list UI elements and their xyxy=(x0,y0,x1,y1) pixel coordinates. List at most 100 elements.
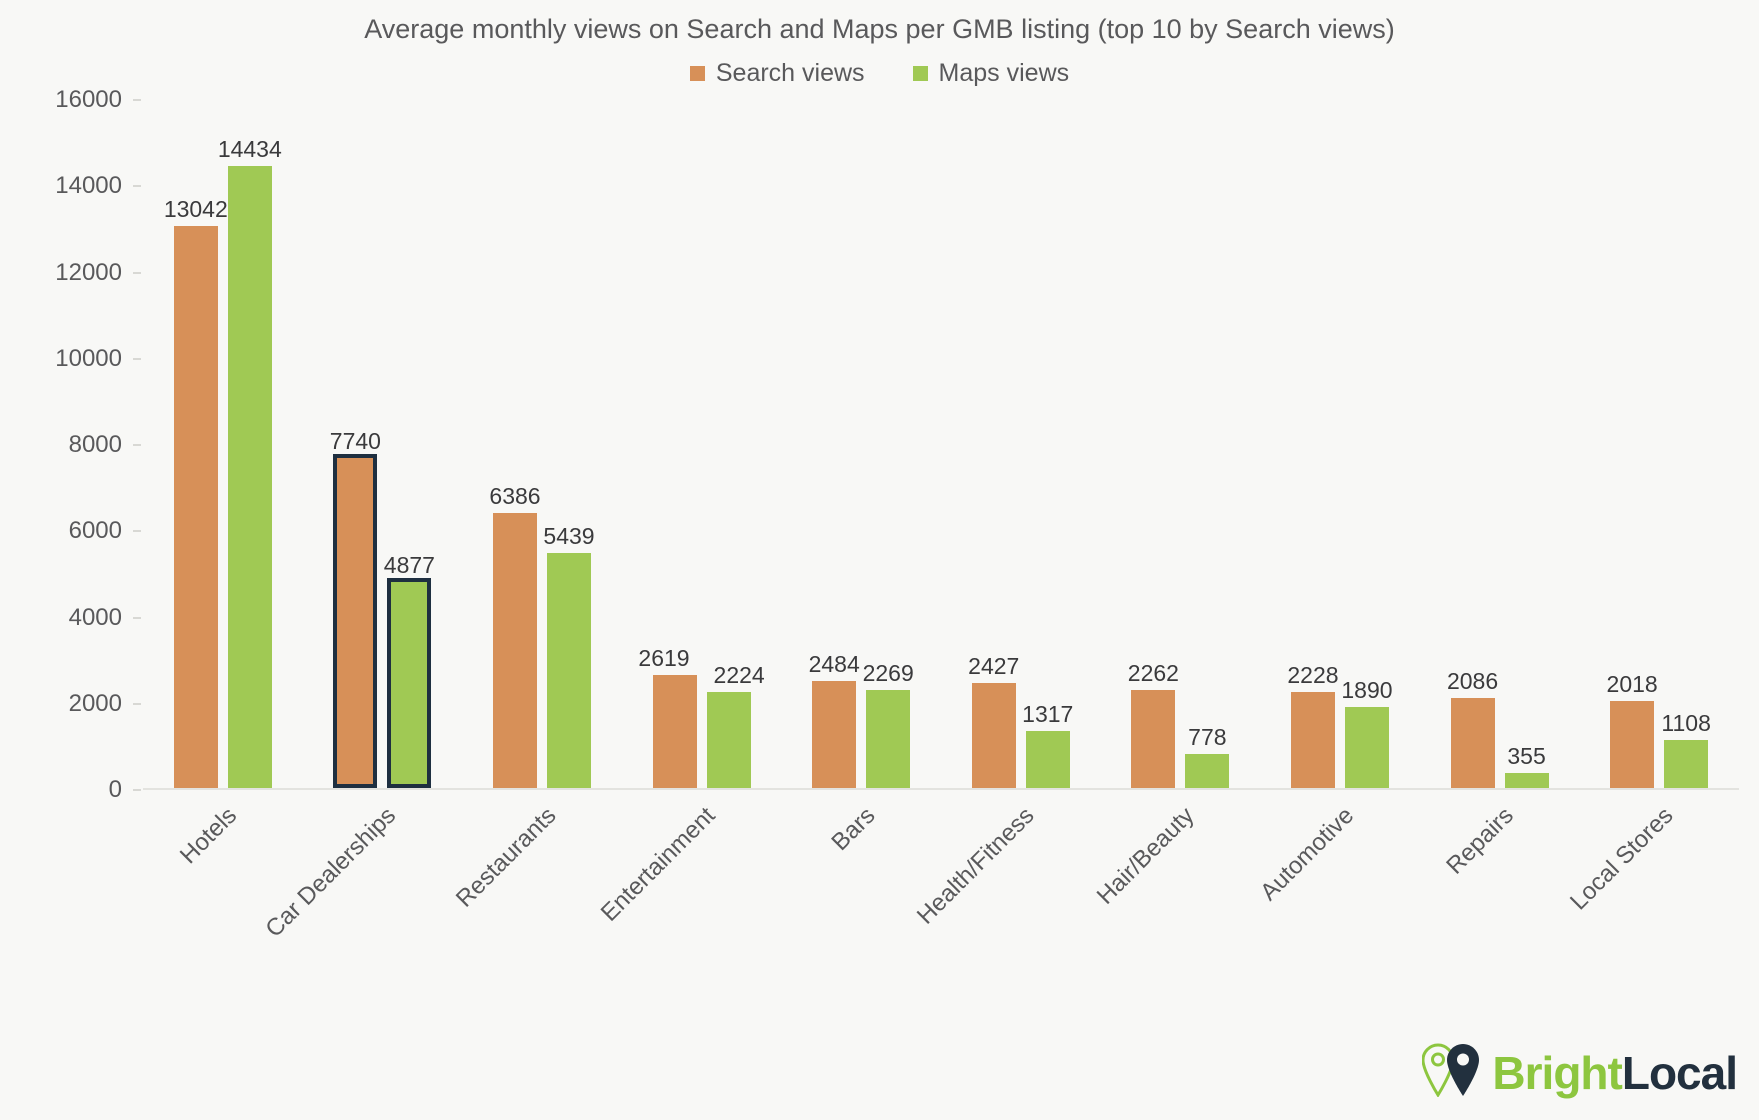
bar-group: 2086 355 xyxy=(1420,98,1580,788)
bar-value-label: 2262 xyxy=(1127,660,1179,687)
y-axis-tick-label: 6000 xyxy=(68,517,122,545)
bar-value-label: 2619 xyxy=(638,645,690,672)
bar-value-label: 14434 xyxy=(217,135,282,162)
bar-search-views[interactable]: 2086 xyxy=(1447,670,1498,788)
bar-group: 2228 1890 xyxy=(1260,98,1420,788)
legend-item-search-views[interactable]: Search views xyxy=(689,59,865,88)
bar-maps-views[interactable]: 355 xyxy=(1504,744,1549,788)
bar-value-label: 355 xyxy=(1507,742,1546,769)
y-axis-tick-mark xyxy=(133,702,141,705)
bar-search-views[interactable]: 2262 xyxy=(1128,662,1179,788)
map-pin-icon xyxy=(1421,1043,1484,1102)
y-axis-tick-label: 0 xyxy=(108,776,122,803)
y-axis-tick-label: 16000 xyxy=(55,86,122,113)
bar-search-views[interactable]: 7740 xyxy=(330,430,381,788)
chart-legend: Search views Maps views xyxy=(0,59,1759,88)
x-axis-label: Automotive xyxy=(1255,802,1360,906)
bar-slot: 2018 xyxy=(1607,672,1658,788)
bar-value-label: 2228 xyxy=(1287,661,1339,688)
bar-value-label: 1108 xyxy=(1661,710,1711,737)
bar-value-label: 2427 xyxy=(968,653,1020,680)
x-axis-label-cell: Hair/Beauty xyxy=(1092,790,1261,940)
bar-maps-views[interactable]: 2224 xyxy=(706,664,765,788)
bar-slot: 2619 xyxy=(638,647,697,788)
bar-maps-views[interactable]: 778 xyxy=(1185,726,1230,788)
x-axis-label-cell: Bars xyxy=(781,790,941,940)
bar-value-label: 13042 xyxy=(163,195,228,222)
bar-maps-views[interactable]: 1890 xyxy=(1341,678,1393,788)
bar-search-views[interactable]: 2484 xyxy=(809,652,860,788)
y-axis-tick-label: 2000 xyxy=(68,689,122,717)
bar-value-label: 2086 xyxy=(1446,668,1499,695)
bar-value-label: 2484 xyxy=(808,650,860,677)
legend-label-search-views: Search views xyxy=(715,59,865,87)
y-axis-tick-label: 12000 xyxy=(55,258,122,286)
bar-maps-views[interactable]: 4877 xyxy=(384,553,435,788)
x-axis-label-cell: Restaurants xyxy=(450,790,622,940)
legend-item-maps-views[interactable]: Maps views xyxy=(912,59,1069,88)
bar-search-views[interactable]: 2228 xyxy=(1287,663,1339,788)
y-axis-tick-mark xyxy=(133,357,141,360)
bar-group: 13042 14434 xyxy=(143,98,303,788)
bar-slot: 2484 xyxy=(809,652,860,788)
y-axis-tick-mark xyxy=(133,444,141,446)
bar-slot: 778 xyxy=(1185,726,1230,788)
y-axis-tick-mark xyxy=(133,530,141,533)
bar-group: 2619 2224 xyxy=(622,98,782,788)
bar-search-views[interactable]: 6386 xyxy=(489,484,541,788)
legend-swatch-search-views xyxy=(689,66,705,81)
bar-value-label: 2269 xyxy=(862,660,914,687)
brightlocal-logo: BrightLocal xyxy=(1421,1043,1738,1102)
bar-value-label: 1890 xyxy=(1341,676,1393,703)
y-axis-tick-label: 4000 xyxy=(68,603,122,631)
bar-slot: 14434 xyxy=(218,137,282,788)
y-axis-tick-mark xyxy=(133,616,141,619)
logo-bright-text: Bright xyxy=(1492,1046,1622,1099)
x-axis-labels: Hotels Car Dealerships Restaurants Entertai… xyxy=(143,790,1739,943)
bar-slot: 2262 xyxy=(1128,662,1179,788)
bar-search-views[interactable]: 2619 xyxy=(638,647,697,788)
bar-search-views[interactable]: 2018 xyxy=(1607,672,1658,788)
bar-slot: 4877 xyxy=(384,553,435,788)
legend-swatch-maps-views xyxy=(912,66,928,81)
bar-maps-views[interactable]: 1317 xyxy=(1022,703,1073,788)
x-axis-label: Hotels xyxy=(174,802,242,870)
bar-maps-views[interactable]: 1108 xyxy=(1661,712,1711,788)
bar-value-label: 6386 xyxy=(489,482,541,509)
logo-wordmark: BrightLocal xyxy=(1492,1046,1738,1099)
bar-search-views[interactable]: 13042 xyxy=(164,197,228,788)
bar-slot: 1890 xyxy=(1341,678,1393,788)
y-axis-tick-mark xyxy=(133,185,141,188)
bar-maps-views[interactable]: 2269 xyxy=(863,662,914,788)
bar-value-label: 1317 xyxy=(1022,701,1074,728)
y-axis-tick-label: 14000 xyxy=(55,172,122,200)
bar-groups: 13042 14434 7740 4877 6386 5439 2619 2224 2484 22… xyxy=(143,98,1739,788)
bar-slot: 5439 xyxy=(543,525,595,788)
bar-search-views[interactable]: 2427 xyxy=(968,655,1019,788)
bar-value-label: 7740 xyxy=(329,428,381,455)
bar-group: 6386 5439 xyxy=(462,98,622,788)
bar-value-label: 2224 xyxy=(713,662,765,689)
y-axis: 16000 14000 12000 10000 8000 6000 4000 2000 0 xyxy=(0,86,141,803)
y-axis-tick-mark xyxy=(133,789,141,791)
bar-slot: 2269 xyxy=(863,662,914,788)
bar-value-label: 778 xyxy=(1188,724,1227,751)
plot-canvas: 13042 14434 7740 4877 6386 5439 2619 2224 2484 22… xyxy=(143,100,1739,790)
bar-maps-views[interactable]: 14434 xyxy=(218,137,282,788)
x-axis-label: Restaurants xyxy=(450,802,562,913)
y-axis-tick-label: 10000 xyxy=(55,344,122,372)
x-axis-label: Repairs xyxy=(1441,802,1519,880)
y-axis-tick-mark xyxy=(133,99,141,101)
bar-slot: 2086 xyxy=(1447,670,1498,788)
bar-slot: 2228 xyxy=(1287,663,1339,788)
bar-slot: 1317 xyxy=(1022,703,1073,788)
bar-maps-views[interactable]: 5439 xyxy=(543,525,595,788)
x-axis-label-cell: Repairs xyxy=(1420,790,1580,940)
bar-slot: 13042 xyxy=(164,197,228,788)
bar-value-label: 5439 xyxy=(543,523,595,550)
bar-slot: 7740 xyxy=(330,430,381,788)
x-axis-label-cell: Health/Fitness xyxy=(912,790,1101,940)
bar-group: 2018 1108 xyxy=(1579,98,1739,788)
bar-group: 2484 2269 xyxy=(781,98,941,788)
y-axis-tick-mark xyxy=(133,271,141,274)
